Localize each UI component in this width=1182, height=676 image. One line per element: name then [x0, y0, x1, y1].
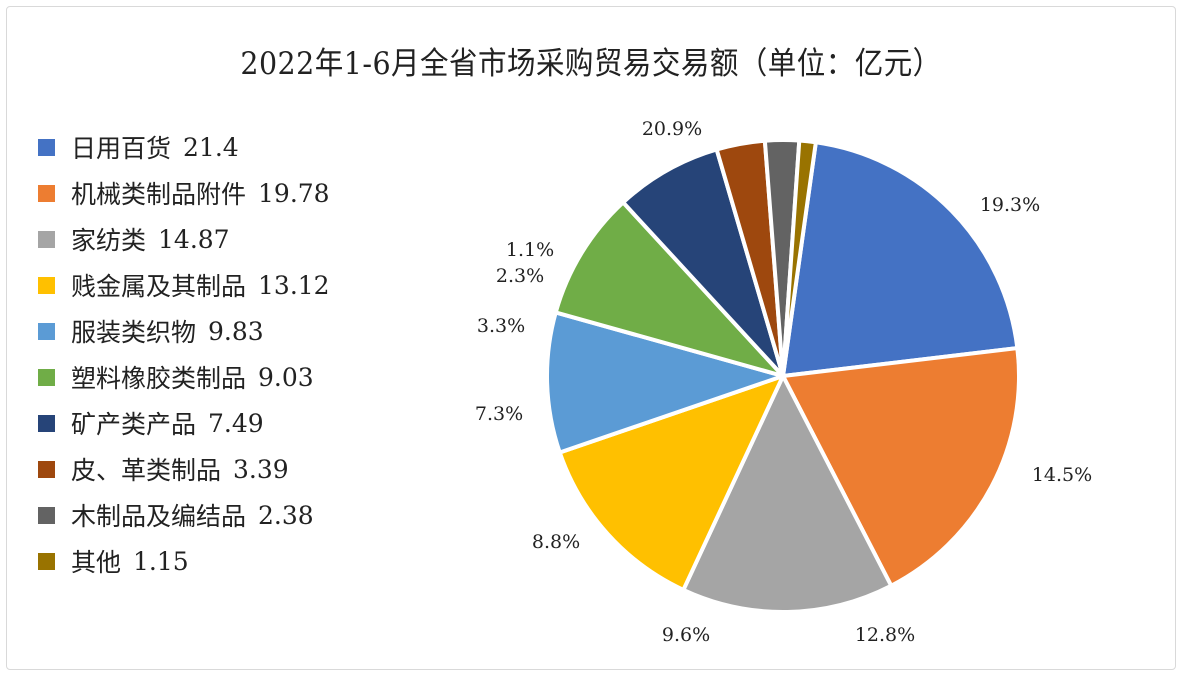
legend-item: 木制品及编结品 2.38: [38, 492, 330, 538]
legend-value: 3.39: [233, 454, 289, 484]
pie-percent-label: 2.3%: [496, 265, 544, 287]
pie-percent-label: 7.3%: [475, 403, 523, 425]
legend-value: 9.03: [258, 362, 314, 392]
pie-slice-9: [781, 138, 818, 378]
legend-label: 服装类织物: [71, 318, 197, 347]
legend: 日用百货 21.4 机械类制品附件 19.78 家纺类 14.87 贱金属及其制品 13…: [38, 124, 330, 584]
legend-swatch: [38, 138, 55, 156]
legend-item: 服装类织物 9.83: [38, 308, 330, 354]
legend-label: 日用百货: [71, 134, 172, 163]
legend-label: 机械类制品附件: [71, 180, 247, 209]
pie-percent-label: 12.8%: [855, 624, 915, 646]
legend-value: 19.78: [258, 178, 330, 208]
pie-labels: 20.9% 19.3% 14.5% 12.8% 9.6% 8.8% 7.3% 3.3% 2.3%…: [475, 118, 1092, 646]
legend-item: 塑料橡胶类制品 9.03: [38, 354, 330, 400]
pie-slice-5: [553, 200, 785, 378]
legend-swatch: [38, 276, 55, 294]
legend-value: 13.12: [258, 270, 330, 300]
chart-title: 2022年1-6月全省市场采购贸易交易额（单位：亿元）: [240, 46, 942, 82]
legend-item: 家纺类 14.87: [38, 216, 330, 262]
pie-percent-label: 9.6%: [662, 624, 710, 646]
legend-swatch: [38, 230, 55, 248]
legend-value: 7.49: [208, 408, 264, 438]
legend-label: 矿产类产品: [71, 410, 197, 439]
pie-slice-4: [545, 310, 785, 455]
pie-percent-label: 20.9%: [642, 118, 702, 140]
legend-swatch: [38, 552, 55, 570]
pie-slice-0: [781, 140, 1020, 378]
legend-value: 2.38: [258, 500, 314, 530]
legend-swatch: [38, 414, 55, 432]
pie-slice-2: [681, 374, 894, 614]
legend-value: 14.87: [158, 224, 230, 254]
pie-slices: [545, 138, 1021, 614]
pie-percent-label: 19.3%: [980, 194, 1040, 216]
legend-item: 其他 1.15: [38, 538, 330, 584]
legend-label: 塑料橡胶类制品: [71, 364, 247, 393]
pie-slice-1: [781, 346, 1021, 588]
legend-item: 贱金属及其制品 13.12: [38, 262, 330, 308]
legend-value: 1.15: [133, 546, 189, 576]
legend-value: 21.4: [183, 132, 239, 162]
pie-slice-6: [621, 147, 785, 378]
legend-label: 皮、革类制品: [71, 456, 222, 485]
legend-item: 矿产类产品 7.49: [38, 400, 330, 446]
legend-value: 9.83: [208, 316, 264, 346]
legend-swatch: [38, 322, 55, 340]
pie-percent-label: 1.1%: [506, 239, 554, 261]
legend-label: 木制品及编结品: [71, 502, 247, 531]
pie-percent-label: 8.8%: [532, 531, 580, 553]
legend-item: 日用百货 21.4: [38, 124, 330, 170]
legend-label: 家纺类: [71, 226, 147, 255]
pie-percent-label: 3.3%: [477, 315, 525, 337]
legend-swatch: [38, 460, 55, 478]
legend-label: 其他: [71, 548, 122, 577]
legend-label: 贱金属及其制品: [71, 272, 247, 301]
legend-item: 机械类制品附件 19.78: [38, 170, 330, 216]
legend-swatch: [38, 506, 55, 524]
pie-slice-3: [557, 374, 785, 592]
legend-item: 皮、革类制品 3.39: [38, 446, 330, 492]
legend-swatch: [38, 368, 55, 386]
legend-swatch: [38, 184, 55, 202]
pie-percent-label: 14.5%: [1032, 464, 1092, 486]
